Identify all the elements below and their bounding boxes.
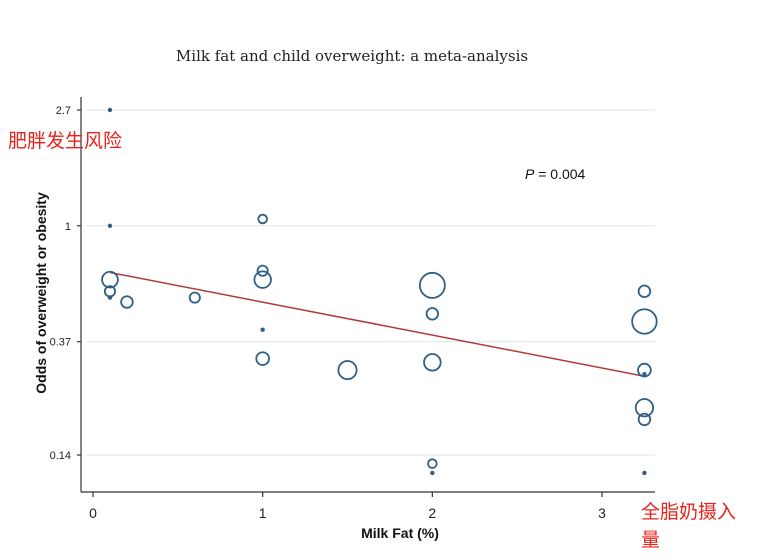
data-point: [260, 327, 265, 332]
x-tick-label: 0: [89, 505, 97, 521]
intake-label-line2: 量: [641, 529, 660, 551]
data-point: [642, 470, 647, 476]
points-layer: [101, 107, 658, 476]
x-tick-label: 2: [428, 505, 436, 521]
data-point: [257, 213, 268, 225]
data-point: [107, 223, 113, 228]
data-point: [425, 307, 440, 321]
y-tick-label: 0.37: [50, 337, 71, 349]
trend-line: [109, 271, 645, 378]
data-point: [637, 362, 652, 378]
p-value-annotation: P = 0.004: [525, 166, 586, 182]
axes-layer: [80, 97, 655, 493]
data-point: [427, 458, 438, 469]
chart-title: Milk fat and child overweight: a meta-an…: [176, 47, 528, 65]
y-tick-label: 0.14: [50, 450, 71, 462]
y-tick-label: 2.7: [56, 105, 71, 117]
data-point: [418, 271, 446, 299]
x-ticks: 0 1 2 3: [89, 492, 606, 521]
data-point: [337, 360, 358, 381]
intake-label-line1: 全脂奶摄入: [641, 501, 736, 523]
data-point: [256, 264, 269, 277]
y-ticks: 2.7 1 0.37 0.14: [50, 105, 81, 462]
data-point: [631, 308, 658, 335]
x-tick-label: 3: [598, 505, 606, 521]
data-point: [101, 270, 119, 289]
data-point: [107, 107, 113, 113]
data-point: [642, 371, 647, 377]
x-axis-label: Milk Fat (%): [361, 525, 439, 541]
x-tick-label: 1: [259, 505, 267, 521]
data-point: [637, 412, 652, 427]
data-point: [253, 270, 272, 289]
grid-layer: [87, 109, 655, 456]
y-axis-label: Odds of overweight or obesity: [33, 192, 49, 394]
y-tick-label: 1: [65, 221, 71, 233]
risk-label: 肥胖发生风险: [8, 130, 122, 152]
data-point: [107, 295, 113, 300]
data-point: [188, 291, 201, 304]
trend-layer: [109, 271, 645, 378]
data-point: [430, 470, 435, 476]
data-point: [423, 353, 442, 372]
data-point: [255, 351, 270, 366]
data-point: [120, 295, 134, 309]
data-point: [637, 284, 652, 299]
data-point: [634, 398, 655, 418]
